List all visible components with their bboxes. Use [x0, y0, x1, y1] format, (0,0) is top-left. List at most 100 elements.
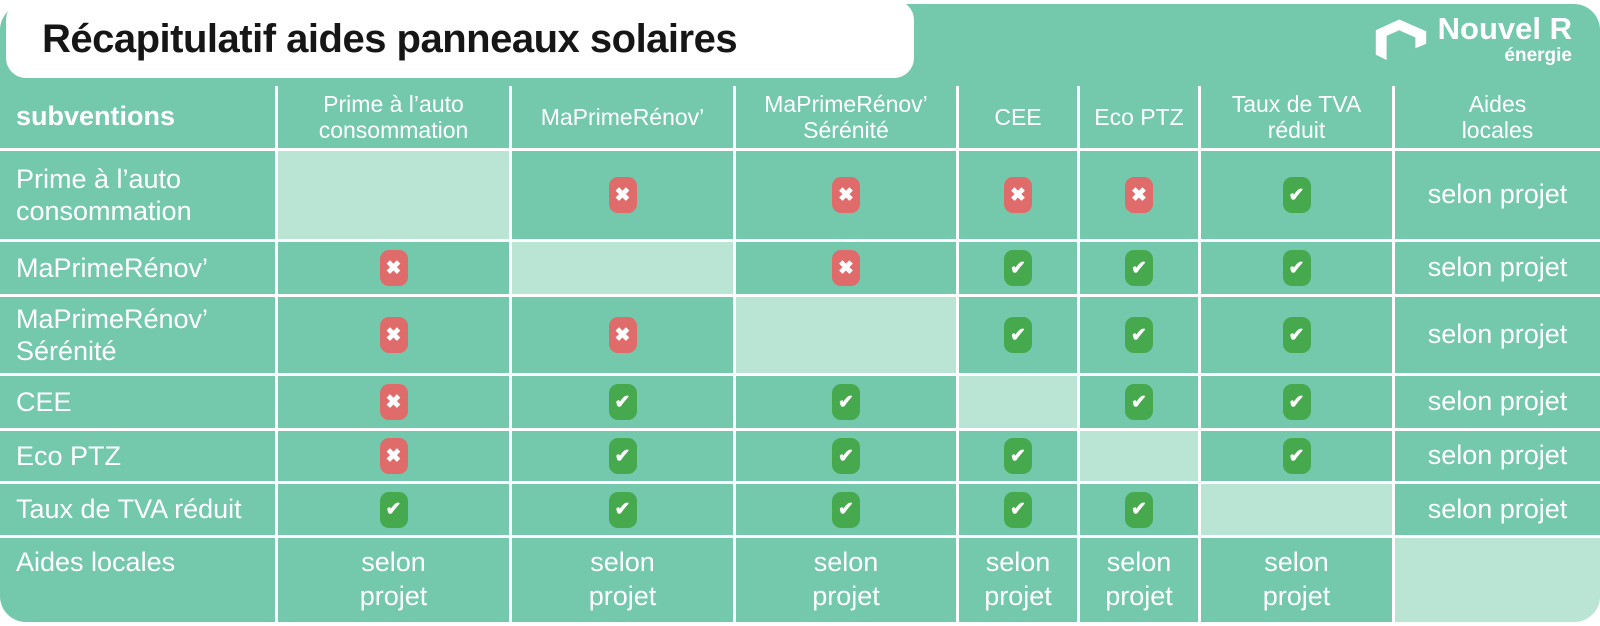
- compatible-cell: ✔: [1080, 484, 1198, 535]
- column-header: MaPrimeRénov’: [512, 86, 733, 148]
- selon-projet-cell: selon projet: [1395, 242, 1600, 294]
- infographic-background: subventions Prime à l’auto consommation Ma…: [0, 4, 1600, 622]
- row-header: Prime à l’auto consommation: [0, 151, 275, 239]
- row-header: MaPrimeRénov’ Sérénité: [0, 297, 275, 373]
- incompatible-cell: ✖: [512, 151, 733, 239]
- compatible-cell: ✔: [278, 484, 509, 535]
- column-header: Eco PTZ: [1080, 86, 1198, 148]
- selon-projet-cell: selon projet: [1201, 538, 1392, 622]
- cross-icon: ✖: [379, 250, 408, 286]
- selon-projet-label: selon projet: [1262, 547, 1331, 611]
- selon-projet-label: selon projet: [812, 547, 880, 611]
- incompatible-cell: ✖: [736, 151, 956, 239]
- diagonal-cell: [278, 151, 509, 239]
- check-icon: ✔: [608, 491, 637, 528]
- diagonal-cell: [1395, 538, 1600, 622]
- incompatible-cell: ✖: [278, 297, 509, 373]
- logo-subtitle: énergie: [1504, 45, 1572, 67]
- cross-icon: ✖: [1004, 177, 1032, 213]
- compatible-cell: ✔: [736, 376, 956, 428]
- compatible-cell: ✔: [736, 431, 956, 481]
- incompatible-cell: ✖: [278, 242, 509, 294]
- check-icon: ✔: [1004, 317, 1032, 353]
- column-header: Aides locales: [1395, 86, 1600, 148]
- compatible-cell: ✔: [512, 431, 733, 481]
- selon-projet-cell: selon projet: [1080, 538, 1198, 622]
- check-icon: ✔: [832, 384, 860, 420]
- selon-projet-cell: selon projet: [278, 538, 509, 622]
- compatible-cell: ✔: [959, 484, 1077, 535]
- check-icon: ✔: [379, 491, 408, 528]
- check-icon: ✔: [1282, 438, 1311, 474]
- cross-icon: ✖: [608, 177, 637, 213]
- column-header: MaPrimeRénov’ Sérénité: [736, 86, 956, 148]
- selon-projet-label: selon projet: [984, 547, 1052, 611]
- check-icon: ✔: [832, 438, 860, 474]
- cross-icon: ✖: [379, 317, 408, 353]
- compatible-cell: ✔: [1201, 431, 1392, 481]
- incompatible-cell: ✖: [736, 242, 956, 294]
- check-icon: ✔: [1125, 317, 1153, 353]
- row-header: Taux de TVA réduit: [0, 484, 275, 535]
- selon-projet-label: selon projet: [1427, 493, 1568, 524]
- compatibility-table: subventions Prime à l’auto consommation Ma…: [0, 86, 1600, 622]
- compatible-cell: ✔: [1201, 242, 1392, 294]
- selon-projet-cell: selon projet: [1395, 376, 1600, 428]
- selon-projet-label: selon projet: [1427, 386, 1568, 417]
- incompatible-cell: ✖: [959, 151, 1077, 239]
- compatible-cell: ✔: [1080, 242, 1198, 294]
- cross-icon: ✖: [608, 317, 637, 353]
- selon-projet-cell: selon projet: [959, 538, 1077, 622]
- check-icon: ✔: [1125, 250, 1153, 286]
- column-header: CEE: [959, 86, 1077, 148]
- column-header: Taux de TVA réduit: [1201, 86, 1392, 148]
- compatible-cell: ✔: [959, 242, 1077, 294]
- selon-projet-label: selon projet: [1105, 547, 1173, 611]
- row-header: Eco PTZ: [0, 431, 275, 481]
- selon-projet-label: selon projet: [1427, 440, 1568, 471]
- selon-projet-label: selon projet: [588, 547, 657, 611]
- check-icon: ✔: [1125, 384, 1153, 420]
- diagonal-cell: [736, 297, 956, 373]
- column-header: Prime à l’auto consommation: [278, 86, 509, 148]
- check-icon: ✔: [608, 384, 637, 420]
- cross-icon: ✖: [379, 438, 408, 474]
- check-icon: ✔: [1004, 491, 1032, 528]
- selon-projet-cell: selon projet: [1395, 151, 1600, 239]
- logo-name: Nouvel R: [1437, 11, 1572, 46]
- compatible-cell: ✔: [736, 484, 956, 535]
- selon-projet-label: selon projet: [1427, 179, 1568, 210]
- selon-projet-cell: selon projet: [1395, 297, 1600, 373]
- selon-projet-cell: selon projet: [512, 538, 733, 622]
- check-icon: ✔: [1004, 438, 1032, 474]
- cross-icon: ✖: [379, 384, 408, 420]
- check-icon: ✔: [1004, 250, 1032, 286]
- check-icon: ✔: [1125, 491, 1153, 528]
- compatible-cell: ✔: [512, 484, 733, 535]
- check-icon: ✔: [832, 491, 860, 528]
- row-header: Aides locales: [0, 538, 275, 622]
- compatible-cell: ✔: [1201, 376, 1392, 428]
- diagonal-cell: [512, 242, 733, 294]
- compatible-cell: ✔: [1080, 297, 1198, 373]
- selon-projet-cell: selon projet: [736, 538, 956, 622]
- compatible-cell: ✔: [1201, 151, 1392, 239]
- selon-projet-cell: selon projet: [1395, 484, 1600, 535]
- logo-text: Nouvel R énergie: [1437, 11, 1572, 67]
- diagonal-cell: [1080, 431, 1198, 481]
- diagonal-cell: [1201, 484, 1392, 535]
- selon-projet-cell: selon projet: [1395, 431, 1600, 481]
- title-card: Récapitulatif aides panneaux solaires: [6, 0, 914, 78]
- cross-icon: ✖: [832, 177, 860, 213]
- row-header: MaPrimeRénov’: [0, 242, 275, 294]
- diagonal-cell: [959, 376, 1077, 428]
- page-title: Récapitulatif aides panneaux solaires: [42, 16, 738, 61]
- incompatible-cell: ✖: [278, 431, 509, 481]
- incompatible-cell: ✖: [512, 297, 733, 373]
- row-header: CEE: [0, 376, 275, 428]
- selon-projet-label: selon projet: [1427, 319, 1568, 350]
- selon-projet-label: selon projet: [359, 547, 428, 611]
- compatible-cell: ✔: [512, 376, 733, 428]
- compatible-cell: ✔: [959, 431, 1077, 481]
- cross-icon: ✖: [832, 250, 860, 286]
